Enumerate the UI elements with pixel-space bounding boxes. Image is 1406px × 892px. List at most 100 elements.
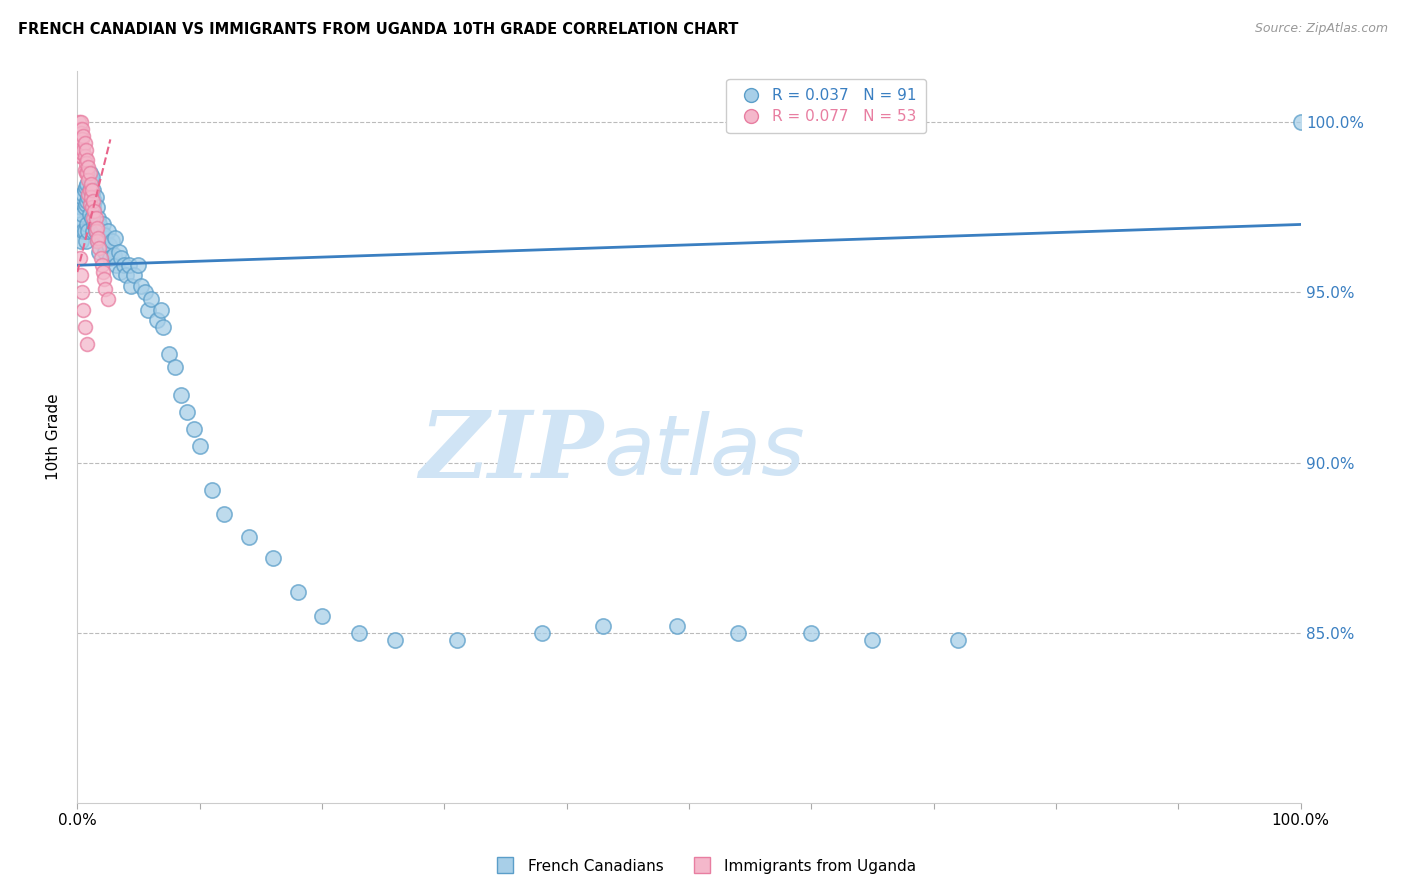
Point <box>82 194 104 208</box>
Point <box>77 224 100 238</box>
Point <box>152 319 174 334</box>
Point <box>82 201 104 215</box>
Point <box>80 211 103 225</box>
Point <box>592 619 614 633</box>
Point <box>82 183 104 197</box>
Point <box>76 336 98 351</box>
Point <box>83 203 105 218</box>
Point <box>262 550 284 565</box>
Point <box>70 115 93 129</box>
Point <box>238 531 260 545</box>
Point <box>87 211 110 225</box>
Point <box>70 149 93 163</box>
Point <box>86 201 108 215</box>
Point <box>72 143 94 157</box>
Y-axis label: 10th Grade: 10th Grade <box>46 393 62 481</box>
Point <box>70 132 93 146</box>
Point <box>212 507 235 521</box>
Point <box>128 258 150 272</box>
Text: ZIP: ZIP <box>419 407 603 497</box>
Point <box>134 285 156 300</box>
Point <box>76 218 98 232</box>
Point <box>73 319 96 334</box>
Point <box>70 207 93 221</box>
Point <box>531 625 554 640</box>
Legend: R = 0.037   N = 91, R = 0.077   N = 53: R = 0.037 N = 91, R = 0.077 N = 53 <box>727 79 927 134</box>
Point <box>67 126 90 140</box>
Point <box>112 258 135 272</box>
Point <box>75 156 97 170</box>
Point <box>82 224 104 238</box>
Point <box>69 149 91 163</box>
Point <box>89 218 111 232</box>
Point <box>73 183 96 197</box>
Point <box>93 227 115 242</box>
Point <box>69 132 91 146</box>
Point <box>90 235 112 249</box>
Point <box>80 201 103 215</box>
Point <box>149 302 172 317</box>
Point <box>79 183 101 197</box>
Point <box>384 632 406 647</box>
Point <box>70 218 93 232</box>
Point <box>79 166 101 180</box>
Point <box>83 194 105 208</box>
Point <box>79 166 101 180</box>
Point <box>946 632 969 647</box>
Point <box>98 252 121 266</box>
Point <box>75 197 97 211</box>
Point <box>70 285 93 300</box>
Point <box>183 421 205 435</box>
Point <box>73 201 96 215</box>
Point <box>70 235 93 249</box>
Point <box>176 404 198 418</box>
Point <box>75 143 97 157</box>
Point <box>70 139 93 153</box>
Point <box>72 302 94 317</box>
Point <box>79 207 101 221</box>
Point <box>90 258 112 272</box>
Point <box>76 194 98 208</box>
Point <box>89 244 111 259</box>
Point <box>80 183 103 197</box>
Point <box>67 115 90 129</box>
Point <box>287 585 309 599</box>
Point <box>347 625 370 640</box>
Point <box>70 190 93 204</box>
Point <box>69 211 91 225</box>
Point <box>80 190 103 204</box>
Point <box>86 235 108 249</box>
Point <box>90 224 112 238</box>
Point <box>103 248 125 262</box>
Point <box>73 163 96 178</box>
Text: Source: ZipAtlas.com: Source: ZipAtlas.com <box>1254 22 1388 36</box>
Point <box>201 483 224 497</box>
Point <box>77 160 100 174</box>
Point <box>73 136 96 150</box>
Point <box>70 268 93 283</box>
Point <box>115 268 138 283</box>
Point <box>86 224 108 238</box>
Point <box>75 166 97 180</box>
Point <box>97 224 120 238</box>
Point <box>862 632 884 647</box>
Point <box>84 190 107 204</box>
Point <box>70 201 93 215</box>
Point <box>87 231 110 245</box>
Point <box>136 302 159 317</box>
Point <box>79 183 101 197</box>
Point <box>72 224 94 238</box>
Point <box>84 224 107 238</box>
Point <box>70 122 93 136</box>
Point <box>94 244 117 259</box>
Point <box>122 268 145 283</box>
Point <box>80 177 103 191</box>
Point <box>76 153 98 167</box>
Point <box>73 149 96 163</box>
Point <box>87 235 110 249</box>
Point <box>139 293 162 307</box>
Point <box>84 224 107 238</box>
Point <box>75 235 97 249</box>
Point <box>82 211 104 225</box>
Point <box>72 128 94 143</box>
